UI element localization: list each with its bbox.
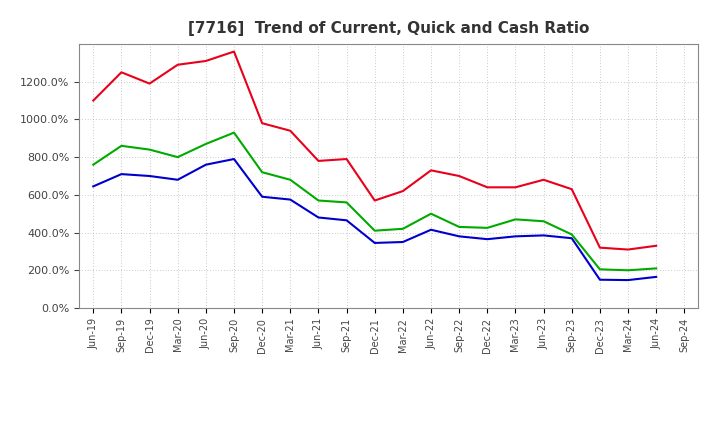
Cash Ratio <box>314 215 323 220</box>
Quick Ratio <box>652 266 660 271</box>
Current Ratio <box>455 173 464 179</box>
Cash Ratio <box>399 239 408 245</box>
Quick Ratio <box>483 225 492 231</box>
Quick Ratio <box>455 224 464 230</box>
Current Ratio <box>314 158 323 164</box>
Cash Ratio <box>624 278 632 283</box>
Current Ratio <box>370 198 379 203</box>
Quick Ratio <box>370 228 379 233</box>
Cash Ratio <box>202 162 210 167</box>
Current Ratio <box>511 185 520 190</box>
Quick Ratio <box>595 267 604 272</box>
Quick Ratio <box>539 219 548 224</box>
Line: Quick Ratio: Quick Ratio <box>94 132 656 270</box>
Quick Ratio <box>202 141 210 147</box>
Current Ratio <box>286 128 294 133</box>
Quick Ratio <box>230 130 238 135</box>
Current Ratio <box>202 59 210 64</box>
Cash Ratio <box>145 173 154 179</box>
Quick Ratio <box>399 226 408 231</box>
Current Ratio <box>483 185 492 190</box>
Quick Ratio <box>117 143 126 148</box>
Cash Ratio <box>511 234 520 239</box>
Current Ratio <box>567 187 576 192</box>
Quick Ratio <box>314 198 323 203</box>
Cash Ratio <box>117 172 126 177</box>
Current Ratio <box>539 177 548 183</box>
Cash Ratio <box>539 233 548 238</box>
Cash Ratio <box>342 218 351 223</box>
Current Ratio <box>117 70 126 75</box>
Current Ratio <box>174 62 182 67</box>
Quick Ratio <box>511 217 520 222</box>
Current Ratio <box>595 245 604 250</box>
Cash Ratio <box>595 277 604 282</box>
Cash Ratio <box>174 177 182 183</box>
Current Ratio <box>427 168 436 173</box>
Current Ratio <box>652 243 660 249</box>
Cash Ratio <box>286 197 294 202</box>
Current Ratio <box>342 156 351 161</box>
Title: [7716]  Trend of Current, Quick and Cash Ratio: [7716] Trend of Current, Quick and Cash … <box>188 21 590 36</box>
Current Ratio <box>230 49 238 54</box>
Line: Cash Ratio: Cash Ratio <box>94 159 656 280</box>
Quick Ratio <box>258 169 266 175</box>
Cash Ratio <box>652 274 660 279</box>
Quick Ratio <box>342 200 351 205</box>
Quick Ratio <box>567 232 576 237</box>
Cash Ratio <box>427 227 436 232</box>
Quick Ratio <box>89 162 98 167</box>
Cash Ratio <box>370 240 379 246</box>
Quick Ratio <box>624 268 632 273</box>
Current Ratio <box>89 98 98 103</box>
Cash Ratio <box>230 156 238 161</box>
Cash Ratio <box>258 194 266 199</box>
Cash Ratio <box>567 235 576 241</box>
Current Ratio <box>258 121 266 126</box>
Current Ratio <box>399 188 408 194</box>
Quick Ratio <box>286 177 294 183</box>
Current Ratio <box>624 247 632 252</box>
Line: Current Ratio: Current Ratio <box>94 51 656 249</box>
Cash Ratio <box>483 237 492 242</box>
Quick Ratio <box>427 211 436 216</box>
Cash Ratio <box>89 184 98 189</box>
Quick Ratio <box>174 154 182 160</box>
Quick Ratio <box>145 147 154 152</box>
Current Ratio <box>145 81 154 86</box>
Cash Ratio <box>455 234 464 239</box>
